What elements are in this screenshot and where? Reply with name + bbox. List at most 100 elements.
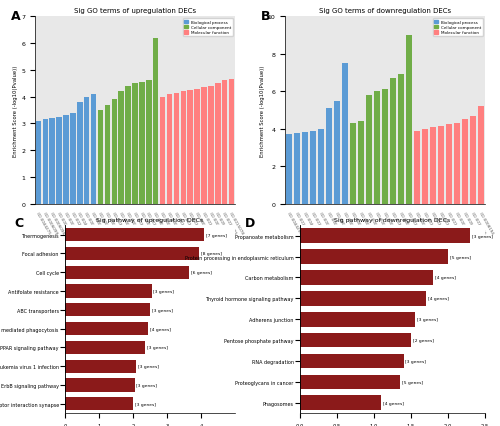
Bar [36,121,41,204]
Bar [229,80,234,204]
Bar [310,131,316,204]
Bar [462,120,468,204]
Bar [65,285,152,298]
Bar [77,103,82,204]
Bar [382,90,388,204]
Bar [180,92,186,204]
Y-axis label: Enrichment Score (-log10(Pvalue)): Enrichment Score (-log10(Pvalue)) [260,65,265,156]
Bar [132,84,138,204]
Bar [65,397,133,410]
Text: [2 genes]: [2 genes] [413,338,434,343]
Bar [350,124,356,204]
Legend: Biological process, Cellular component, Molecular function: Biological process, Cellular component, … [182,19,233,37]
Text: [7 genes]: [7 genes] [206,233,227,237]
Text: [4 genes]: [4 genes] [384,401,404,405]
Bar [358,122,364,204]
Bar [446,125,452,204]
Text: C: C [14,216,23,229]
Text: [4 genes]: [4 genes] [150,327,171,331]
Text: [3 genes]: [3 genes] [154,289,174,294]
Text: [3 genes]: [3 genes] [146,345,168,350]
Bar [84,98,89,204]
Text: [5 genes]: [5 genes] [402,380,423,384]
Text: [3 genes]: [3 genes] [138,364,159,368]
Bar [153,38,158,204]
Bar [146,81,152,204]
Bar [326,109,332,204]
Bar [300,333,411,348]
Bar [430,128,436,204]
Bar [300,354,404,368]
Title: Sig pathway of downregulation DECs: Sig pathway of downregulation DECs [334,218,450,223]
Bar [398,75,404,204]
Bar [166,95,172,204]
Text: [3 genes]: [3 genes] [406,359,426,363]
Bar [65,322,148,335]
Bar [50,119,55,204]
Bar [300,291,426,306]
Bar [188,91,193,204]
Bar [194,89,200,204]
Text: [6 genes]: [6 genes] [191,271,212,275]
Text: [3 genes]: [3 genes] [152,308,172,312]
Bar [406,36,412,204]
Bar [126,86,131,204]
Bar [318,130,324,204]
Bar [286,135,292,204]
Text: [4 genes]: [4 genes] [428,296,448,301]
Bar [70,113,75,204]
Bar [302,132,308,204]
Bar [342,64,348,204]
Title: Sig GO terms of downregulation DECs: Sig GO terms of downregulation DECs [319,8,451,14]
Text: A: A [11,9,20,23]
Text: B: B [261,9,270,23]
Y-axis label: Enrichment Score (-log10(Pvalue)): Enrichment Score (-log10(Pvalue)) [14,65,18,156]
Bar [470,116,476,204]
Bar [118,92,124,204]
Bar [422,130,428,204]
Bar [334,101,340,204]
Bar [42,120,48,204]
Bar [300,271,433,285]
Bar [215,84,220,204]
Bar [438,127,444,204]
Bar [104,105,110,204]
Bar [65,304,150,317]
Bar [91,95,96,204]
Title: Sig GO terms of upregulation DECs: Sig GO terms of upregulation DECs [74,8,196,14]
Bar [112,100,117,204]
Bar [65,266,189,279]
Bar [374,92,380,204]
Bar [294,133,300,204]
Bar [139,83,144,204]
Bar [65,229,204,242]
Bar [160,98,166,204]
Bar [174,93,179,204]
Bar [98,111,103,204]
Bar [414,131,420,204]
Text: D: D [244,216,255,229]
Text: [3 genes]: [3 genes] [416,317,438,322]
Bar [478,107,484,204]
Bar [300,375,400,389]
Bar [64,116,69,204]
Bar [366,96,372,204]
Text: [4 genes]: [4 genes] [435,276,456,280]
Bar [65,360,136,373]
Bar [300,229,470,244]
Bar [208,86,214,204]
Bar [65,248,200,260]
Title: Sig pathway of upregulation DECs: Sig pathway of upregulation DECs [96,218,204,223]
Text: [3 genes]: [3 genes] [136,383,158,387]
Text: [8 genes]: [8 genes] [201,252,222,256]
Bar [454,124,460,204]
Bar [201,88,206,204]
Bar [300,312,414,327]
Text: [5 genes]: [5 genes] [450,255,471,259]
Legend: Biological process, Cellular component, Molecular function: Biological process, Cellular component, … [432,19,483,37]
Text: [3 genes]: [3 genes] [472,234,493,238]
Bar [65,341,145,354]
Bar [390,79,396,204]
Bar [300,395,382,410]
Bar [65,379,134,391]
